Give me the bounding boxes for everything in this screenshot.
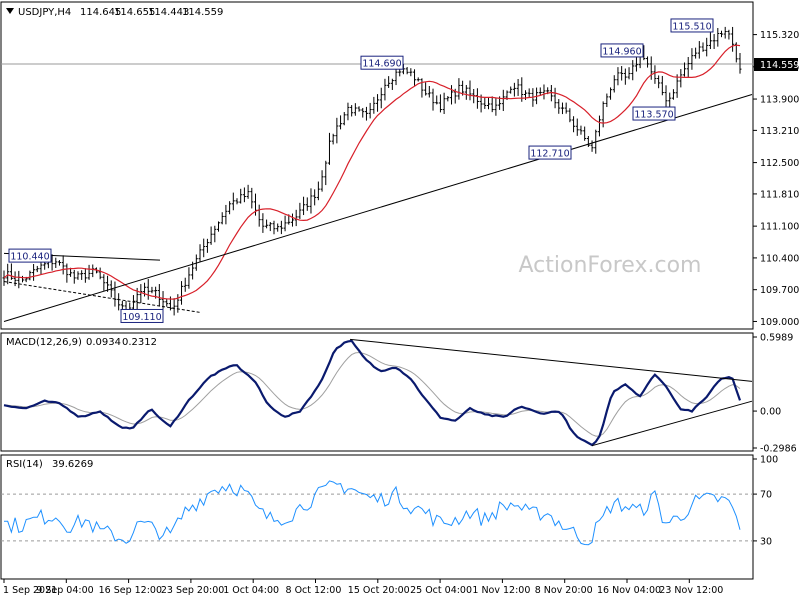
y-tick-label: 109.000 [760,317,799,328]
price-annotation: 114.960 [600,43,644,58]
x-tick-label: 1 Sep 2021 [3,585,57,596]
x-tick-label: 23 Sep 20:00 [161,585,224,596]
x-tick-label: 16 Sep 12:00 [99,585,162,596]
price-series [2,26,742,319]
price-annotation-box [8,248,52,263]
y-tick-label: 113.210 [760,126,799,137]
y-tick-label: 111.810 [760,189,799,200]
y-tick-label: 70 [760,490,772,501]
price-annotation-label: 109.110 [122,312,161,323]
x-tick-label: 15 Oct 20:00 [348,585,410,596]
moving-average-line [3,44,741,300]
price-annotation-label: 114.960 [602,46,641,57]
current-price-tag: 114.559 [754,58,799,71]
x-tick-label: 8 Oct 12:00 [286,585,342,596]
rsi-levels [1,493,753,542]
price-annotation-box [600,43,644,58]
macd-trendlines [349,338,753,447]
macd-header-value2: 0.2312 [122,337,157,348]
price-annotation: 109.110 [120,308,164,323]
price-annotation-label: 110.440 [10,252,49,263]
x-tick-label: 1 Oct 04:00 [223,585,279,596]
macd-panel-frame [0,332,754,452]
y-tick-label: 0.5989 [760,333,793,344]
rsi-header-name: RSI(14) [6,459,43,470]
trendline [3,94,753,322]
collapse-triangle-icon [6,8,14,14]
price-annotation-label: 112.710 [530,149,569,160]
price-header-symbol: USDJPY,H4 [18,7,71,18]
price-annotation-label: 113.570 [634,110,673,121]
current-price-tag-label: 114.559 [760,60,799,71]
y-tick-label: 30 [760,536,772,547]
current-price-tag-box [754,58,798,71]
rsi-y-axis: 100 70 30 [753,455,778,547]
price-header-high: 114.655 [114,7,155,18]
macd-header-name: MACD(12,26,9) [6,337,82,348]
price-header-open: 114.645 [80,7,121,18]
price-annotation-box [528,145,572,160]
macd-panel: MACD(12,26,9) 0.0934 0.2312 0.5989 0.00 -0… [0,332,797,455]
price-annotations: 110.440 109.110 114.690 112.710 114.960 113.5… [8,18,714,323]
x-tick-label: 16 Nov 04:00 [597,585,661,596]
price-annotation-label: 115.510 [672,21,711,32]
y-tick-label: 0.00 [760,407,781,418]
y-tick-label: 113.900 [760,95,799,106]
macd-y-axis: 0.5989 0.00 -0.2986 [753,333,797,455]
price-header: USDJPY,H4 114.645 114.655 114.443 114.55… [6,7,223,18]
y-tick-label: 111.100 [760,222,799,233]
y-tick-label: 109.700 [760,285,799,296]
macd-trendline [591,400,753,447]
x-tick-label: 8 Nov 20:00 [535,585,593,596]
y-tick-label: 110.400 [760,253,799,264]
y-tick-label: -0.2986 [760,444,797,455]
price-annotation-box [670,18,714,33]
price-annotation: 112.710 [528,145,572,160]
price-annotation-label: 114.690 [362,59,401,70]
x-tick-label: 25 Oct 04:00 [410,585,472,596]
price-panel-frame [0,1,754,330]
rsi-panel: RSI(14) 39.6269 100 70 30 [0,454,778,580]
trendline [3,281,201,313]
rsi-series [4,480,741,546]
y-tick-label: 112.500 [760,158,799,169]
price-annotation-box [632,106,676,121]
price-annotation: 110.440 [8,248,52,263]
x-tick-label: 23 Nov 12:00 [659,585,723,596]
watermark: ActionForex.com [519,253,702,278]
y-tick-label: 100 [760,455,778,466]
rsi-line [4,480,741,546]
price-annotation: 115.510 [670,18,714,33]
rsi-panel-frame [0,454,754,580]
macd-trendline [349,338,753,382]
price-panel: ActionForex.com USDJPY,H4 114.645 114.65… [0,1,799,330]
price-annotation-box [120,308,164,323]
price-annotation-box [360,55,404,70]
x-tick-label: 1 Nov 12:00 [472,585,530,596]
price-header-close: 114.559 [182,7,223,18]
y-tick-label: 115.320 [760,30,799,41]
macd-header-value1: 0.0934 [86,337,121,348]
price-header-low: 114.443 [148,7,189,18]
price-annotation: 114.690 [360,55,404,70]
macd-series [3,339,742,447]
price-annotation: 113.570 [632,106,676,121]
rsi-header-value: 39.6269 [52,459,93,470]
macd-line [3,339,742,447]
x-tick-label: 9 Sep 04:00 [36,585,93,596]
macd-signal-line [3,351,741,437]
